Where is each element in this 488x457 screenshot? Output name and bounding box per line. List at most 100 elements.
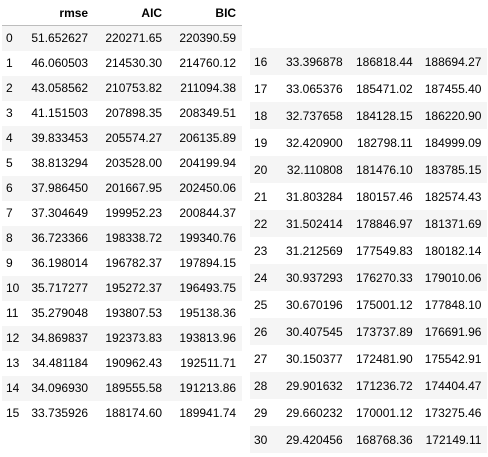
row-index: 29 bbox=[254, 405, 268, 420]
cell-rmse: 41.151503 bbox=[31, 106, 89, 120]
row-index: 10 bbox=[6, 281, 20, 295]
row-index: 11 bbox=[6, 306, 19, 320]
table-row: 27 30.150377 172481.90 175542.91 bbox=[250, 345, 488, 372]
cell-bic: 202450.06 bbox=[179, 181, 237, 195]
table-row: 14 34.096930 189555.58 191213.86 bbox=[2, 375, 243, 401]
table-row: 2 43.058562 210753.82 211094.38 bbox=[2, 75, 243, 101]
cell-rmse: 37.986450 bbox=[31, 181, 89, 195]
cell-aic: 199952.23 bbox=[105, 206, 163, 220]
cell-bic: 214760.12 bbox=[179, 56, 237, 70]
cell-rmse: 29.901632 bbox=[286, 378, 343, 393]
cell-rmse: 36.723366 bbox=[31, 231, 89, 245]
cell-bic: 192511.71 bbox=[180, 356, 237, 370]
row-index: 15 bbox=[6, 406, 20, 420]
table-row: 12 34.869837 192373.83 193813.96 bbox=[2, 325, 243, 351]
cell-bic: 188694.27 bbox=[424, 54, 482, 69]
cell-aic: 185471.02 bbox=[356, 81, 413, 96]
table-row: 15 33.735926 188174.60 189941.74 bbox=[2, 400, 243, 426]
cell-bic: 220390.59 bbox=[179, 31, 237, 46]
cell-rmse: 30.407545 bbox=[286, 324, 343, 339]
header-row: rmse AIC BIC bbox=[2, 2, 243, 26]
cell-aic: 205574.27 bbox=[105, 131, 163, 145]
row-index: 9 bbox=[6, 256, 13, 270]
dataframe-table-rows-16-30: 16 33.396878 186818.44 188694.27 17 33.065376… bbox=[250, 48, 488, 453]
cell-aic: 182798.11 bbox=[356, 135, 413, 150]
table-row: 25 30.670196 175001.12 177848.10 bbox=[250, 291, 488, 318]
table-row: 7 37.304649 199952.23 200844.37 bbox=[2, 200, 243, 226]
header-bic: BIC bbox=[168, 2, 243, 26]
cell-aic: 192373.83 bbox=[105, 331, 163, 345]
header-aic: AIC bbox=[94, 2, 169, 26]
cell-bic: 200844.37 bbox=[179, 206, 237, 220]
row-index: 6 bbox=[6, 181, 13, 195]
cell-bic: 174404.47 bbox=[424, 378, 482, 393]
table-row: 20 32.110808 181476.10 183785.15 bbox=[250, 156, 488, 183]
cell-rmse: 34.481184 bbox=[32, 356, 89, 370]
cell-aic: 214530.30 bbox=[105, 56, 163, 70]
row-index: 22 bbox=[254, 216, 268, 231]
row-index: 24 bbox=[254, 270, 268, 285]
cell-rmse: 30.937293 bbox=[286, 270, 343, 285]
cell-rmse: 39.833453 bbox=[31, 131, 89, 145]
cell-rmse: 31.803284 bbox=[286, 189, 343, 204]
cell-bic: 204199.94 bbox=[179, 156, 237, 170]
cell-aic: 201667.95 bbox=[105, 181, 163, 195]
row-index: 17 bbox=[254, 81, 268, 96]
table-row: 11 35.279048 193807.53 195138.36 bbox=[2, 300, 243, 326]
row-index: 18 bbox=[254, 108, 268, 123]
cell-bic: 187455.40 bbox=[424, 81, 482, 96]
row-index: 16 bbox=[254, 54, 268, 69]
cell-rmse: 37.304649 bbox=[31, 206, 89, 220]
cell-bic: 193813.96 bbox=[179, 331, 237, 345]
cell-rmse: 31.502414 bbox=[286, 216, 343, 231]
cell-rmse: 31.212569 bbox=[286, 243, 343, 258]
cell-bic: 196493.75 bbox=[179, 281, 237, 295]
row-index: 19 bbox=[254, 135, 268, 150]
cell-aic: 171236.72 bbox=[356, 378, 413, 393]
cell-aic: 195272.37 bbox=[105, 281, 163, 295]
row-index: 14 bbox=[6, 381, 20, 395]
cell-rmse: 35.279048 bbox=[31, 306, 89, 320]
table-row: 22 31.502414 178846.97 181371.69 bbox=[250, 210, 488, 237]
cell-aic: 198338.72 bbox=[105, 231, 163, 245]
cell-bic: 182574.43 bbox=[424, 189, 482, 204]
table-row: 8 36.723366 198338.72 199340.76 bbox=[2, 225, 243, 251]
cell-aic: 196782.37 bbox=[105, 256, 163, 270]
dataframe-table-rows-0-15: rmse AIC BIC 0 51.652627 220271.65 220390.5… bbox=[2, 2, 243, 426]
row-index: 12 bbox=[6, 331, 20, 345]
table-row: 13 34.481184 190962.43 192511.71 bbox=[2, 350, 243, 376]
cell-aic: 181476.10 bbox=[356, 162, 413, 177]
cell-rmse: 30.150377 bbox=[286, 351, 343, 366]
cell-rmse: 32.737658 bbox=[286, 108, 343, 123]
row-index: 0 bbox=[6, 31, 13, 46]
table-row: 3 41.151503 207898.35 208349.51 bbox=[2, 100, 243, 126]
table-row: 16 33.396878 186818.44 188694.27 bbox=[250, 48, 488, 75]
cell-aic: 177549.83 bbox=[356, 243, 413, 258]
cell-aic: 184128.15 bbox=[356, 108, 413, 123]
cell-aic: 170001.12 bbox=[356, 405, 413, 420]
cell-rmse: 46.060503 bbox=[31, 56, 89, 70]
cell-rmse: 33.396878 bbox=[286, 54, 343, 69]
table-header: rmse AIC BIC bbox=[2, 2, 243, 26]
table-row: 21 31.803284 180157.46 182574.43 bbox=[250, 183, 488, 210]
cell-bic: 186220.90 bbox=[424, 108, 482, 123]
cell-bic: 184999.09 bbox=[424, 135, 482, 150]
table-row: 4 39.833453 205574.27 206135.89 bbox=[2, 125, 243, 151]
table-body: 0 51.652627 220271.65 220390.59 1 46.060503 21… bbox=[2, 25, 243, 426]
row-index: 13 bbox=[6, 356, 20, 370]
cell-aic: 173737.89 bbox=[356, 324, 413, 339]
cell-bic: 197894.15 bbox=[179, 256, 237, 270]
cell-aic: 189555.58 bbox=[105, 381, 163, 395]
table-row: 24 30.937293 176270.33 179010.06 bbox=[250, 264, 488, 291]
cell-rmse: 32.420900 bbox=[286, 135, 343, 150]
row-index: 23 bbox=[254, 243, 268, 258]
cell-aic: 190962.43 bbox=[105, 356, 163, 370]
cell-aic: 203528.00 bbox=[105, 156, 163, 170]
cell-aic: 207898.35 bbox=[105, 106, 163, 120]
cell-bic: 172149.11 bbox=[425, 432, 482, 447]
table-row: 1 46.060503 214530.30 214760.12 bbox=[2, 50, 243, 76]
cell-rmse: 51.652627 bbox=[31, 31, 89, 46]
cell-aic: 186818.44 bbox=[356, 54, 413, 69]
cell-rmse: 29.660232 bbox=[286, 405, 343, 420]
cell-aic: 176270.33 bbox=[356, 270, 413, 285]
